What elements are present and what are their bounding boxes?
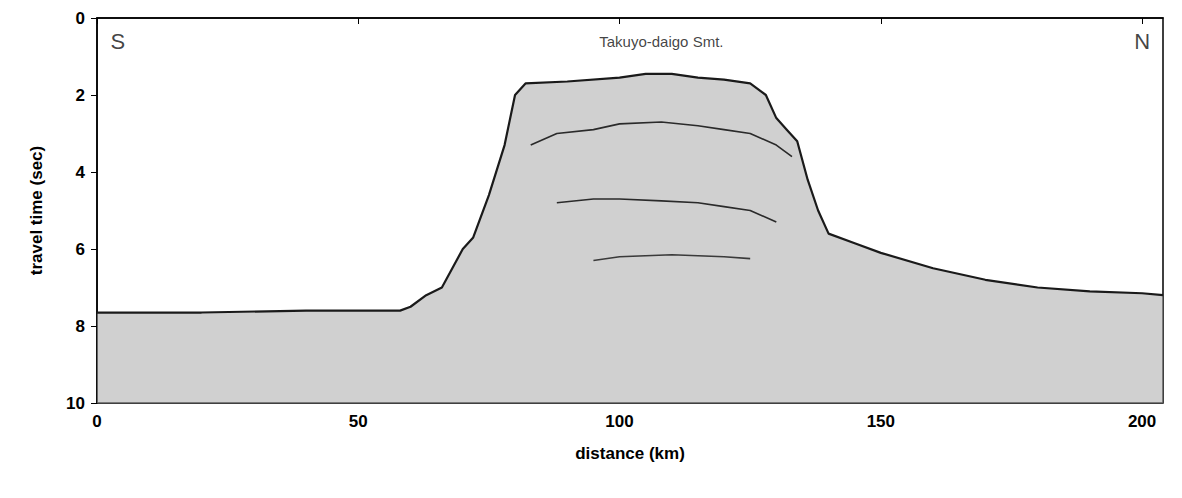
svg-text:N: N <box>1134 29 1150 54</box>
svg-text:distance (km): distance (km) <box>575 444 685 463</box>
svg-text:200: 200 <box>1128 412 1156 431</box>
svg-text:S: S <box>111 29 126 54</box>
svg-text:50: 50 <box>349 412 368 431</box>
svg-text:0: 0 <box>92 412 101 431</box>
svg-text:8: 8 <box>76 317 85 336</box>
svg-text:0: 0 <box>76 9 85 28</box>
svg-text:150: 150 <box>867 412 895 431</box>
svg-text:6: 6 <box>76 240 85 259</box>
svg-text:4: 4 <box>76 163 86 182</box>
svg-text:travel time (sec): travel time (sec) <box>27 146 46 275</box>
svg-text:10: 10 <box>66 394 85 413</box>
svg-text:2: 2 <box>76 86 85 105</box>
svg-text:100: 100 <box>605 412 633 431</box>
svg-text:Takuyo-daigo Smt.: Takuyo-daigo Smt. <box>599 33 723 50</box>
